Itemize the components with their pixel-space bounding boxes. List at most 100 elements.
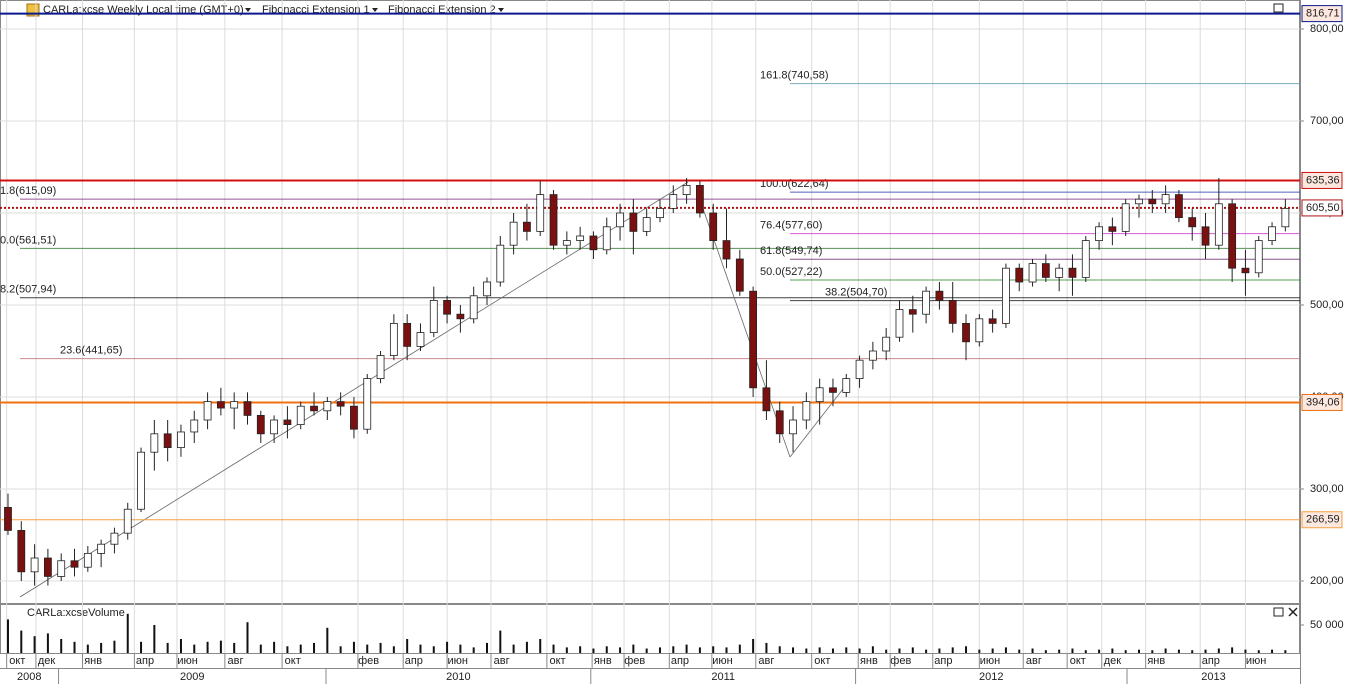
volume-bar bbox=[1084, 650, 1087, 653]
volume-bar bbox=[166, 642, 169, 653]
volume-bar bbox=[499, 630, 502, 653]
volume-bar bbox=[1044, 650, 1047, 653]
candle-body bbox=[469, 295, 478, 320]
candle-body bbox=[855, 359, 864, 380]
volume-bar bbox=[925, 649, 928, 653]
candle-body bbox=[656, 207, 664, 218]
candle-body bbox=[30, 557, 39, 573]
volume-bar bbox=[46, 633, 49, 653]
volume-bar bbox=[951, 647, 954, 653]
candle-body bbox=[483, 281, 491, 297]
candle-body bbox=[802, 401, 811, 421]
candle-body bbox=[1002, 267, 1010, 324]
x-tick-label: дек bbox=[1104, 655, 1122, 667]
volume-bar bbox=[1004, 647, 1007, 653]
volume-bar bbox=[1217, 648, 1220, 653]
volume-bar bbox=[299, 644, 302, 653]
candle-body bbox=[389, 322, 398, 356]
fib-label: 8.2(507,94) bbox=[0, 284, 56, 296]
x-tick-label: фев bbox=[890, 655, 911, 667]
candle-body bbox=[350, 405, 358, 430]
volume-bar bbox=[1284, 650, 1287, 653]
candle-body bbox=[975, 318, 984, 343]
volume-bar bbox=[446, 641, 449, 653]
candle-body bbox=[270, 419, 279, 435]
volume-bar bbox=[552, 644, 555, 653]
candle-body bbox=[456, 313, 465, 320]
candle-body bbox=[83, 553, 92, 568]
candle-body bbox=[922, 290, 931, 315]
candle-body bbox=[429, 299, 438, 333]
x-tick-label: фев bbox=[624, 655, 645, 667]
year-label: 2010 bbox=[446, 671, 470, 683]
dropdown-arrow[interactable] bbox=[498, 8, 504, 12]
volume-bar bbox=[938, 648, 941, 653]
candle-body bbox=[1108, 226, 1117, 232]
maximize-button[interactable] bbox=[1273, 3, 1284, 13]
candle-body bbox=[589, 235, 598, 251]
volume-bar bbox=[246, 622, 249, 653]
candle-body bbox=[1121, 203, 1130, 232]
volume-bar bbox=[286, 646, 289, 653]
volume-bar bbox=[1177, 649, 1180, 653]
candle-body bbox=[1201, 226, 1210, 246]
dropdown-arrow[interactable] bbox=[372, 8, 378, 12]
candle-body bbox=[4, 507, 12, 531]
candle-body bbox=[1254, 240, 1263, 274]
candle-body bbox=[1241, 267, 1250, 274]
maximize-button[interactable] bbox=[1273, 607, 1284, 617]
candle-body bbox=[230, 401, 239, 409]
x-tick-label: янв bbox=[1147, 655, 1165, 667]
candle-body bbox=[549, 194, 558, 246]
dropdown-arrow[interactable] bbox=[245, 8, 251, 12]
volume-bar bbox=[778, 646, 781, 653]
volume-bar bbox=[20, 630, 23, 653]
candle-body bbox=[1041, 263, 1050, 278]
volume-bar bbox=[86, 644, 89, 653]
price-level-label: 816,71 bbox=[1306, 8, 1340, 20]
volume-bar bbox=[113, 640, 116, 653]
candle-body bbox=[882, 336, 891, 352]
volume-bar bbox=[738, 644, 741, 653]
x-tick-label: окт bbox=[549, 655, 565, 667]
volume-bar bbox=[965, 646, 968, 653]
volume-bar bbox=[1204, 649, 1207, 653]
volume-bar bbox=[1018, 649, 1021, 653]
fib-label: 1.8(615,09) bbox=[0, 185, 56, 197]
volume-bar bbox=[898, 648, 901, 653]
volume-bar bbox=[419, 644, 422, 653]
x-tick-label: июн bbox=[980, 655, 1000, 667]
candle-body bbox=[629, 212, 638, 232]
candle-body bbox=[1015, 267, 1024, 283]
x-tick-label: фев bbox=[358, 655, 379, 667]
volume-bar bbox=[858, 648, 861, 653]
y-tick-label: 200,00 bbox=[1310, 575, 1344, 587]
volume-bar bbox=[1031, 648, 1034, 653]
candle-body bbox=[44, 557, 52, 577]
volume-bar bbox=[525, 641, 528, 653]
volume-bar bbox=[1244, 649, 1247, 653]
candle-body bbox=[935, 290, 944, 301]
volume-title: CARLa:xcseVolume bbox=[27, 607, 125, 619]
candle-body bbox=[962, 322, 970, 343]
price-level-label: 394,06 bbox=[1306, 396, 1340, 408]
candle-body bbox=[163, 433, 172, 449]
candle-body bbox=[602, 226, 611, 251]
fib-label: 23.6(441,65) bbox=[60, 345, 122, 357]
fib-label: 61.8(549,74) bbox=[760, 245, 822, 257]
candle-body bbox=[216, 401, 225, 409]
price-pane bbox=[0, 0, 1300, 604]
volume-bar bbox=[805, 648, 808, 653]
x-tick-label: янв bbox=[84, 655, 102, 667]
volume-bar bbox=[6, 619, 9, 653]
volume-bar bbox=[1111, 648, 1114, 653]
x-tick-label: апр bbox=[671, 655, 689, 667]
close-button[interactable] bbox=[1288, 607, 1298, 617]
anchor-line bbox=[699, 199, 791, 458]
volume-bar bbox=[1271, 649, 1274, 653]
volume-bar bbox=[991, 648, 994, 653]
x-tick-label: авг bbox=[1026, 655, 1042, 667]
volume-bar bbox=[472, 647, 475, 653]
